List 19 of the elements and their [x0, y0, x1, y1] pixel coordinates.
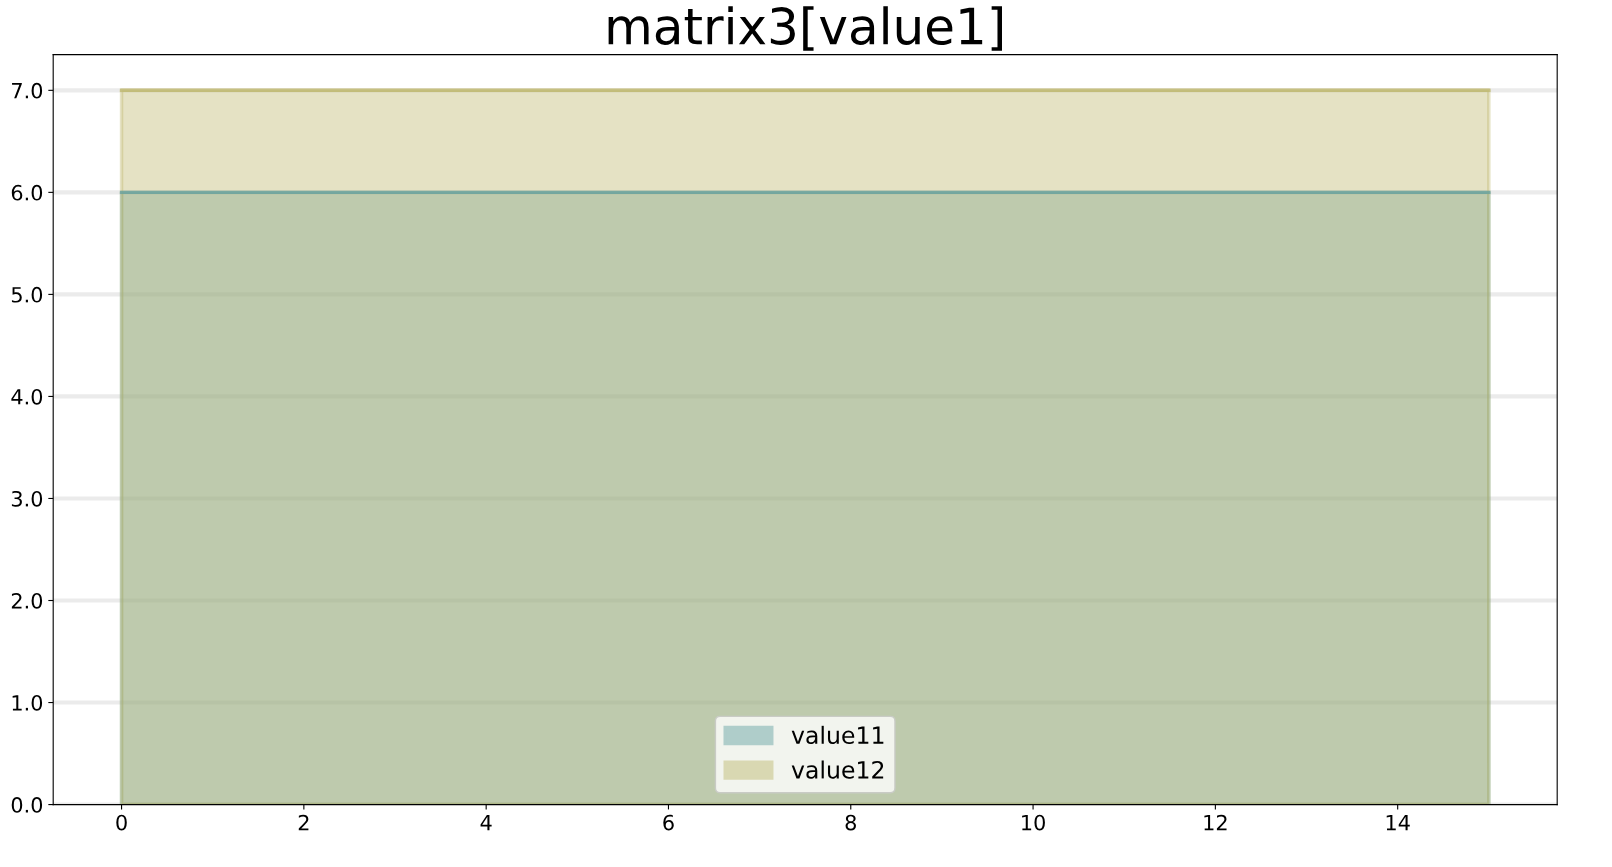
chart-title: matrix3[value1] — [608, 6, 1002, 51]
x-tick-label: 8 — [845, 814, 856, 831]
legend-label: value11 — [791, 725, 884, 745]
y-tick-label: 1.0 — [12, 694, 43, 711]
legend-label: value12 — [791, 760, 884, 779]
y-tick-label: 5.0 — [11, 286, 43, 303]
x-tick-label: 6 — [663, 814, 674, 831]
y-tick-label: 2.0 — [11, 592, 43, 609]
y-tick-label: 4.0 — [11, 388, 43, 405]
x-tick-label: 10 — [1022, 814, 1045, 831]
x-tick-label: 14 — [1386, 814, 1410, 831]
x-tick-label: 12 — [1204, 814, 1227, 831]
y-tick-label: 0.0 — [11, 797, 43, 813]
y-tick-label: 3.0 — [11, 490, 43, 507]
x-tick-label: 4 — [480, 814, 492, 831]
x-tick-label: 2 — [298, 814, 309, 831]
y-tick-label: 7.0 — [12, 82, 43, 99]
y-tick-label: 6.0 — [11, 184, 43, 201]
x-tick-label: 0 — [116, 814, 127, 831]
